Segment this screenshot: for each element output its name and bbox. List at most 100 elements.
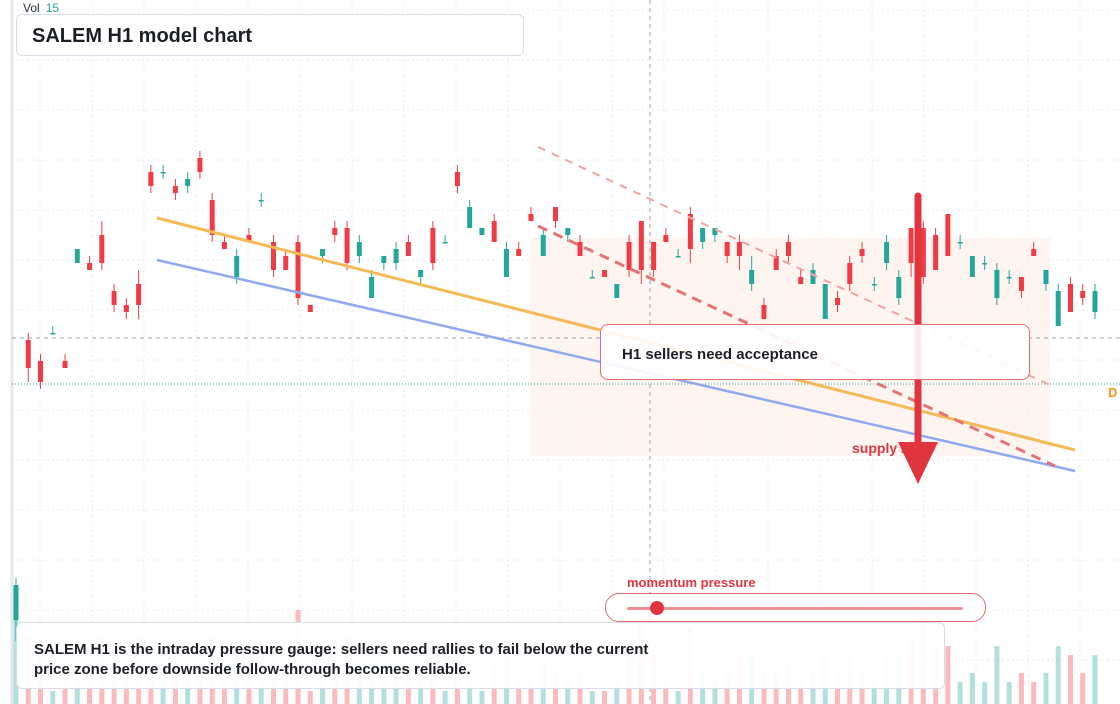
volume-bar xyxy=(418,682,424,704)
candle-body xyxy=(234,256,240,277)
candle-body xyxy=(589,277,595,279)
candle-body xyxy=(761,305,767,319)
volume-bar xyxy=(871,682,877,704)
candle-body xyxy=(724,242,730,256)
candle-body xyxy=(369,277,375,298)
volume-bar xyxy=(663,682,669,704)
volume-bar xyxy=(479,691,485,704)
volume-bar xyxy=(516,682,522,704)
volume-bar xyxy=(307,691,313,704)
candle-body xyxy=(945,214,951,256)
candle-body xyxy=(835,298,841,305)
candle-body xyxy=(785,242,791,256)
candle-body xyxy=(933,235,939,270)
candle-body xyxy=(969,256,975,277)
volume-bar xyxy=(614,682,620,704)
candle-body xyxy=(246,235,252,242)
candle-body xyxy=(749,270,755,284)
volume-bar xyxy=(1018,673,1024,704)
supply-zone-label: supply zone xyxy=(852,440,933,456)
volume-bar xyxy=(62,682,68,704)
momentum-label: momentum pressure xyxy=(627,575,756,590)
volume-bar xyxy=(320,682,326,704)
candle-body xyxy=(663,235,669,242)
candle-body xyxy=(1080,291,1086,298)
candle-body xyxy=(209,200,215,235)
summary-text: SALEM H1 is the intraday pressure gauge:… xyxy=(34,641,649,678)
candle-body xyxy=(528,214,534,221)
candlesticks xyxy=(13,151,1098,641)
candle-body xyxy=(712,228,718,235)
candle-body xyxy=(442,242,448,244)
candle-body xyxy=(332,228,338,235)
candle-body xyxy=(614,284,620,298)
volume-bar xyxy=(1092,655,1098,704)
sellers-callout-text: H1 sellers need acceptance xyxy=(622,346,818,363)
candle-body xyxy=(270,242,276,270)
candle-body xyxy=(50,333,56,335)
candle-body xyxy=(307,305,313,312)
volume-bar xyxy=(1067,655,1073,704)
candle-body xyxy=(25,340,31,368)
candle-body xyxy=(920,228,926,277)
volume-bar xyxy=(160,682,166,704)
candle-body xyxy=(283,256,289,270)
momentum-gauge[interactable] xyxy=(605,593,986,622)
candle-body xyxy=(99,235,105,263)
candle-body xyxy=(810,270,816,284)
momentum-track xyxy=(627,607,963,610)
candle-body xyxy=(1018,277,1024,291)
candle-body xyxy=(1043,270,1049,284)
volume-value: 15 xyxy=(45,1,60,15)
volume-bar xyxy=(675,691,681,704)
volume-legend: Vol 15 xyxy=(23,1,59,15)
candle-body xyxy=(982,263,988,265)
momentum-knob[interactable] xyxy=(650,601,665,615)
volume-bar xyxy=(589,691,595,704)
candle-body xyxy=(516,249,522,256)
candle-body xyxy=(896,277,902,298)
candle-body xyxy=(651,242,657,270)
candle-body xyxy=(136,284,142,305)
candle-body xyxy=(1067,284,1073,312)
candle-body xyxy=(675,256,681,258)
candle-body xyxy=(185,179,191,186)
candle-body xyxy=(160,172,166,174)
volume-bar xyxy=(381,682,387,704)
candle-body xyxy=(957,242,963,244)
volume-bar xyxy=(1043,673,1049,704)
candle-body xyxy=(540,235,546,256)
candle-body xyxy=(123,305,129,312)
candle-body xyxy=(798,277,804,284)
candle-body xyxy=(773,256,779,270)
candle-body xyxy=(1092,291,1098,312)
candle-body xyxy=(381,256,387,263)
candle-body xyxy=(418,270,424,277)
summary-box: SALEM H1 is the intraday pressure gauge:… xyxy=(16,622,945,689)
candle-body xyxy=(467,207,473,228)
candle-body xyxy=(884,242,890,263)
candle-body xyxy=(405,242,411,256)
volume-bar xyxy=(798,682,804,704)
candle-body xyxy=(626,242,632,270)
volume-bar xyxy=(565,682,571,704)
candle-body xyxy=(62,361,68,368)
chart-title: SALEM H1 model chart xyxy=(32,25,253,47)
volume-bar xyxy=(957,682,963,704)
candle-body xyxy=(859,249,865,256)
sellers-callout: H1 sellers need acceptance xyxy=(600,324,1030,380)
candle-body xyxy=(258,200,264,202)
volume-bar xyxy=(982,682,988,704)
trendline-dashed-red xyxy=(537,224,1056,468)
candle-body xyxy=(320,249,326,256)
chart-title-box: SALEM H1 model chart xyxy=(16,14,524,56)
candle-body xyxy=(503,249,509,277)
candle-body xyxy=(491,221,497,242)
candle-body xyxy=(602,270,608,277)
down-arrow-head xyxy=(898,442,938,484)
candle-body xyxy=(295,242,301,298)
candle-body xyxy=(1031,249,1037,256)
volume-bar xyxy=(969,673,975,704)
volume-bar xyxy=(602,691,608,704)
volume-bar xyxy=(50,691,56,704)
